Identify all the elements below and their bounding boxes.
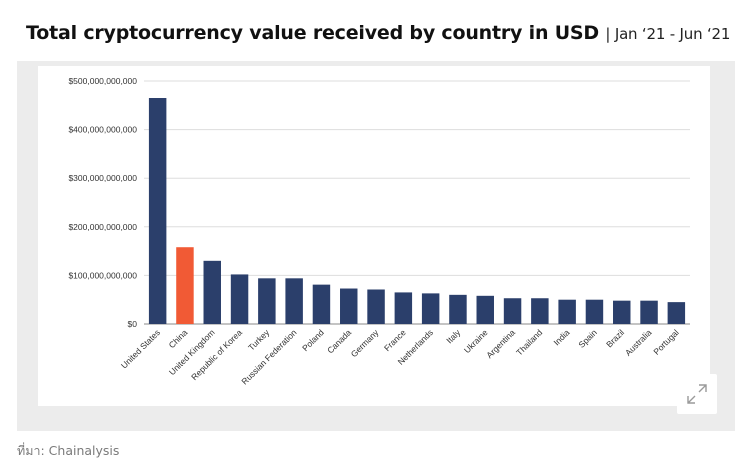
chart-title-text: Total cryptocurrency value received by c… bbox=[26, 22, 599, 44]
bar-thailand bbox=[531, 298, 549, 324]
x-tick-label: Brazil bbox=[604, 327, 626, 349]
y-tick-label: $0 bbox=[128, 319, 138, 329]
x-tick-label: China bbox=[167, 327, 190, 350]
source-note: ที่มา: Chainalysis bbox=[17, 443, 120, 458]
bar-united-states bbox=[148, 98, 167, 324]
bar-poland bbox=[312, 284, 331, 324]
bar-russian-federation bbox=[285, 278, 303, 324]
x-tick-label: Republic of Korea bbox=[189, 327, 244, 382]
bar-argentina bbox=[503, 298, 522, 324]
x-tick-label: United States bbox=[119, 327, 162, 370]
bar-canada bbox=[340, 288, 358, 324]
bar-australia bbox=[640, 300, 658, 324]
x-tick-label: France bbox=[382, 327, 408, 353]
x-tick-label: Argentina bbox=[484, 327, 517, 360]
chart-subtitle: | Jan ‘21 - Jun ‘21 bbox=[605, 25, 731, 43]
bar-brazil bbox=[613, 300, 631, 324]
bar-turkey bbox=[258, 278, 276, 324]
x-tick-label: Poland bbox=[300, 327, 326, 353]
y-tick-label: $100,000,000,000 bbox=[68, 270, 137, 280]
x-tick-label: Italy bbox=[444, 327, 463, 346]
y-tick-label: $200,000,000,000 bbox=[68, 222, 137, 232]
expand-icon bbox=[687, 384, 707, 404]
chart-title: Total cryptocurrency value received by c… bbox=[26, 22, 730, 44]
expand-button[interactable] bbox=[677, 374, 717, 414]
bar-india bbox=[558, 299, 576, 324]
y-tick-label: $500,000,000,000 bbox=[68, 76, 137, 86]
y-tick-label: $300,000,000,000 bbox=[68, 173, 137, 183]
bar-germany bbox=[367, 289, 385, 324]
bar-spain bbox=[585, 299, 604, 324]
bar-ukraine bbox=[476, 295, 494, 324]
bar-chart: $0 $100,000,000,000 $200,000,000,000 $300,0… bbox=[68, 76, 690, 387]
bar-france bbox=[394, 292, 413, 324]
x-tick-label: Spain bbox=[576, 327, 599, 350]
x-tick-label: Thailand bbox=[514, 327, 544, 357]
x-tick-label: India bbox=[551, 327, 571, 347]
x-tick-label: Portugal bbox=[651, 327, 681, 357]
bar-portugal bbox=[667, 302, 686, 324]
x-tick-label: Turkey bbox=[246, 327, 272, 353]
bar-china bbox=[176, 247, 194, 324]
bar-italy bbox=[449, 294, 467, 324]
bar-netherlands bbox=[421, 293, 440, 324]
x-tick-label: Germany bbox=[349, 327, 381, 359]
x-tick-label: Australia bbox=[623, 327, 654, 358]
bar-united-kingdom bbox=[203, 260, 221, 324]
bar-republic-of-korea bbox=[230, 274, 249, 324]
y-tick-label: $400,000,000,000 bbox=[68, 125, 137, 135]
